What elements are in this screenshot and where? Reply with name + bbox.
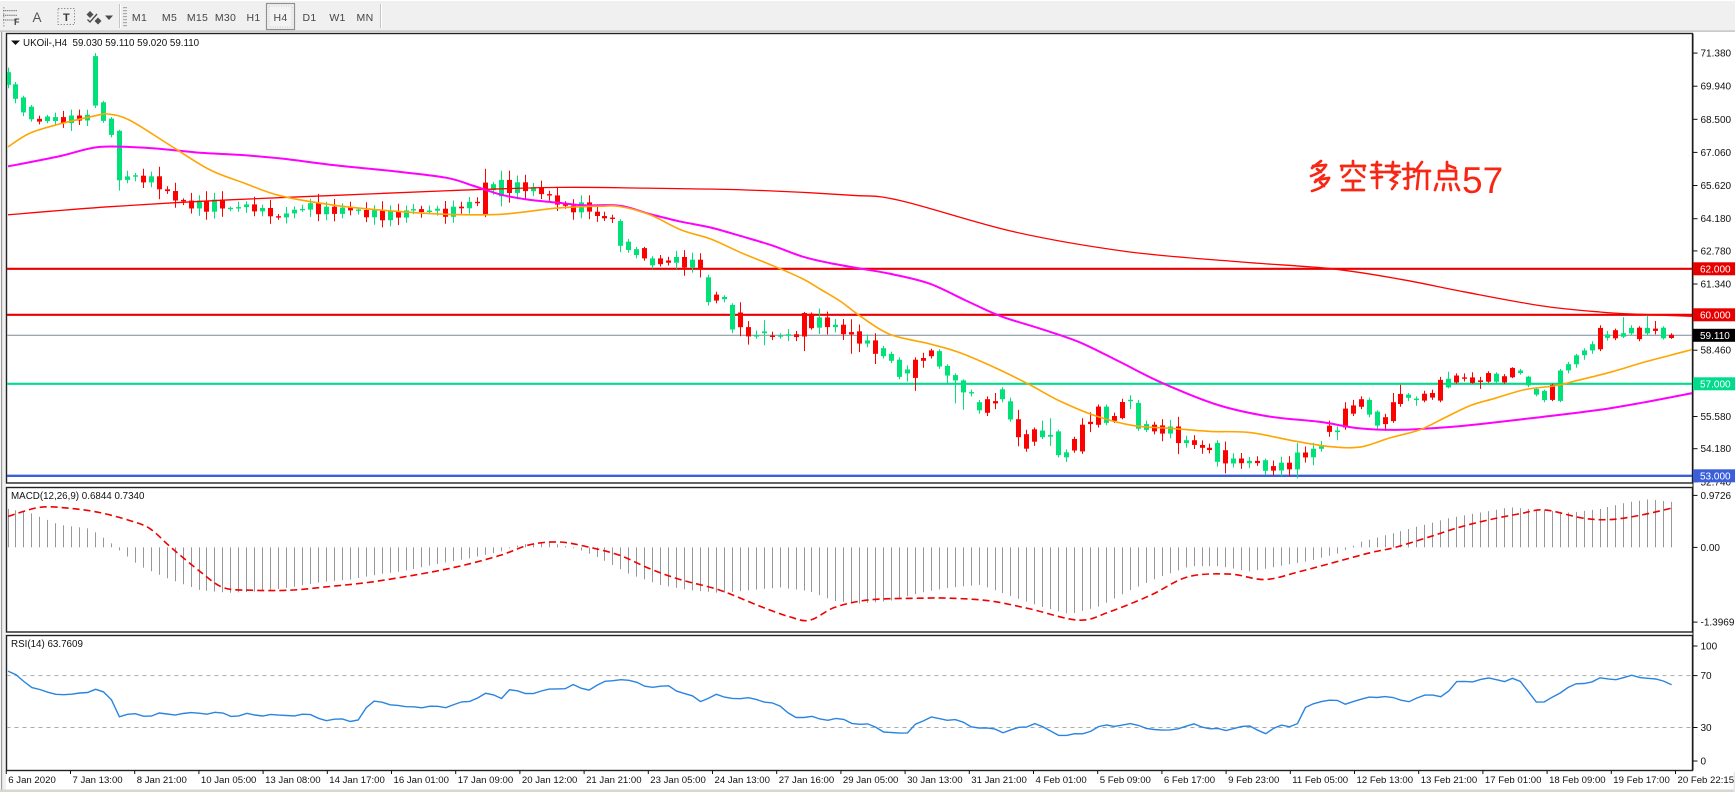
svg-text:0.00: 0.00 [1701,543,1721,554]
svg-text:UKOil-,H4 59.030 59.110 59.02: UKOil-,H4 59.030 59.110 59.020 59.110 [23,38,200,49]
svg-text:53.000: 53.000 [1700,472,1731,483]
svg-text:18 Feb 09:00: 18 Feb 09:00 [1549,775,1606,786]
svg-text:5 Feb 09:00: 5 Feb 09:00 [1100,775,1151,786]
svg-text:62.000: 62.000 [1700,265,1731,276]
svg-text:13 Jan 08:00: 13 Jan 08:00 [265,775,320,786]
svg-text:16 Jan 01:00: 16 Jan 01:00 [394,775,449,786]
svg-text:31 Jan 21:00: 31 Jan 21:00 [971,775,1026,786]
svg-text:H1: H1 [246,12,260,24]
svg-text:54.180: 54.180 [1701,444,1732,455]
svg-text:0: 0 [1701,757,1707,768]
svg-text:55.580: 55.580 [1701,412,1732,423]
svg-text:12 Feb 13:00: 12 Feb 13:00 [1357,775,1414,786]
svg-text:T: T [63,12,70,24]
svg-text:27 Jan 16:00: 27 Jan 16:00 [779,775,834,786]
svg-text:M5: M5 [162,12,177,24]
svg-text:67.060: 67.060 [1701,148,1732,159]
svg-text:8 Jan 21:00: 8 Jan 21:00 [137,775,187,786]
svg-text:6 Feb 17:00: 6 Feb 17:00 [1164,775,1215,786]
svg-text:29 Jan 05:00: 29 Jan 05:00 [843,775,898,786]
svg-text:-1.3969: -1.3969 [1701,618,1735,629]
svg-text:14 Jan 17:00: 14 Jan 17:00 [329,775,384,786]
svg-text:61.340: 61.340 [1701,280,1732,291]
svg-text:20 Jan 12:00: 20 Jan 12:00 [522,775,577,786]
svg-text:6 Jan 2020: 6 Jan 2020 [8,775,55,786]
svg-text:30: 30 [1701,723,1713,734]
svg-text:62.780: 62.780 [1701,246,1732,257]
svg-text:MN: MN [357,12,374,24]
svg-text:W1: W1 [329,12,345,24]
svg-text:13 Feb 21:00: 13 Feb 21:00 [1421,775,1478,786]
svg-text:A: A [33,10,42,25]
svg-text:20 Feb 22:15: 20 Feb 22:15 [1678,775,1735,786]
svg-text:52.740: 52.740 [1701,477,1732,488]
svg-text:F: F [14,17,20,27]
svg-text:RSI(14) 63.7609: RSI(14) 63.7609 [11,639,83,650]
svg-text:M15: M15 [187,12,208,24]
svg-text:0.9726: 0.9726 [1701,491,1732,502]
svg-text:58.460: 58.460 [1701,346,1732,357]
svg-text:H4: H4 [273,12,287,24]
svg-text:30 Jan 13:00: 30 Jan 13:00 [907,775,962,786]
svg-text:64.180: 64.180 [1701,214,1732,225]
svg-text:9 Feb 23:00: 9 Feb 23:00 [1228,775,1279,786]
svg-text:71.380: 71.380 [1701,49,1732,60]
svg-text:24 Jan 13:00: 24 Jan 13:00 [715,775,770,786]
svg-text:MACD(12,26,9) 0.6844 0.7340: MACD(12,26,9) 0.6844 0.7340 [11,491,145,502]
svg-text:68.500: 68.500 [1701,115,1732,126]
svg-text:59.110: 59.110 [1700,331,1730,342]
svg-text:57.000: 57.000 [1700,380,1731,391]
svg-text:11 Feb 05:00: 11 Feb 05:00 [1292,775,1348,786]
svg-text:70: 70 [1701,671,1713,682]
svg-text:19 Feb 17:00: 19 Feb 17:00 [1613,775,1670,786]
svg-text:4 Feb 01:00: 4 Feb 01:00 [1036,775,1087,786]
svg-text:60.000: 60.000 [1700,311,1731,322]
svg-text:69.940: 69.940 [1701,82,1732,93]
svg-text:21 Jan 21:00: 21 Jan 21:00 [586,775,641,786]
svg-text:D1: D1 [302,12,316,24]
svg-text:100: 100 [1701,642,1718,653]
svg-text:7 Jan 13:00: 7 Jan 13:00 [73,775,123,786]
svg-text:17 Jan 09:00: 17 Jan 09:00 [458,775,513,786]
svg-text:65.620: 65.620 [1701,181,1732,192]
svg-text:57: 57 [1462,160,1503,201]
svg-text:M1: M1 [132,12,147,24]
svg-text:17 Feb 01:00: 17 Feb 01:00 [1485,775,1542,786]
svg-text:23 Jan 05:00: 23 Jan 05:00 [650,775,705,786]
svg-text:10 Jan 05:00: 10 Jan 05:00 [201,775,256,786]
svg-text:M30: M30 [215,12,236,24]
